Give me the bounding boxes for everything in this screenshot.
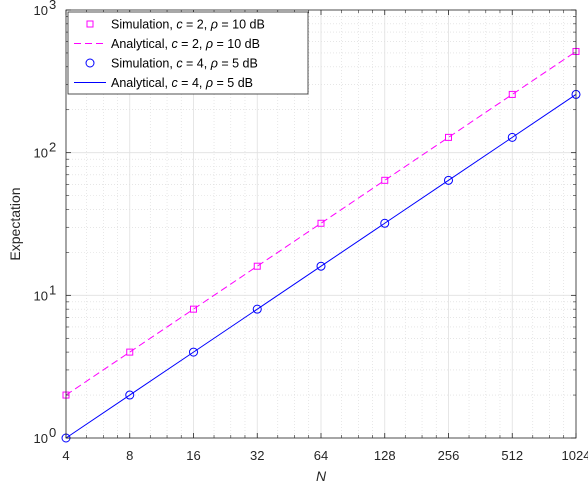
y-tick-label: 10 [34,288,48,303]
legend-text-mid: = 4, [183,57,211,71]
y-tick-base: 10 [34,288,48,303]
series-0-point [445,133,452,141]
x-axis-label: N [316,468,327,484]
legend-text-mid: = 2, [183,18,211,32]
x-tick-label: 1024 [562,448,588,463]
series-2-point [189,347,198,357]
legend-entry-2: Simulation, c = 4, ρ = 5 dB [111,57,258,71]
legend-box [67,11,309,95]
legend-text-var1: c [176,57,183,71]
series-0-point [317,219,325,227]
legend: Simulation, c = 2, ρ = 10 dBAnalytical, … [67,11,309,95]
legend-text-mid: = 4, [178,76,206,90]
x-tick-label: 16 [186,448,200,463]
y-tick-label: 10 [34,146,48,161]
series-2-point [507,132,517,142]
series-0-point [190,305,197,313]
legend-text-suffix: = 10 dB [218,18,265,32]
x-tick-labels: 4 8 16 32 64 128 256 512 1024 [62,448,588,463]
y-tick-exponent: 1 [49,282,56,297]
series-layer [61,47,581,443]
series-0-point [508,90,516,98]
legend-entry-0: Simulation, c = 2, ρ = 10 dB [111,18,265,32]
series-2-point [125,390,135,400]
x-tick-label: 64 [314,448,328,463]
series-2-point [252,304,262,314]
y-tick-base: 10 [34,146,48,161]
legend-text-suffix: = 5 dB [213,76,253,90]
legend-text-prefix: Analytical, [111,76,171,90]
legend-entry-3: Analytical, c = 4, ρ = 5 dB [111,76,253,90]
series-2-point [380,218,390,228]
legend-text-var2: ρ [210,57,218,71]
legend-text-var2: ρ [210,18,218,32]
x-tick-label: 4 [62,448,69,463]
y-tick-label: 10 [34,3,48,18]
legend-text-var1: c [176,18,183,32]
legend-text-var2: ρ [205,37,213,51]
y-tick-base: 10 [34,431,48,446]
legend-text-mid: = 2, [178,37,206,51]
x-tick-label: 512 [501,448,523,463]
x-tick-label: 128 [374,448,396,463]
legend-marker-2 [85,58,95,68]
legend-text-var2: ρ [205,76,213,90]
legend-text-var1: c [171,37,178,51]
series-3-line [65,94,577,439]
series-0-point [253,262,261,270]
y-tick-exponent: 2 [49,140,56,155]
legend-text-var1: c [171,76,178,90]
legend-text-suffix: = 5 dB [218,57,258,71]
y-tick-exponent: 0 [49,425,56,440]
legend-entry-1: Analytical, c = 2, ρ = 10 dB [111,37,260,51]
series-2-point [316,261,326,271]
axis-ticks [65,9,577,439]
y-tick-base: 10 [34,3,48,18]
y-tick-label: 10 [34,431,48,446]
legend-text-prefix: Simulation, [111,57,176,71]
series-1-line [65,51,577,396]
legend-text-prefix: Simulation, [111,18,176,32]
series-0-point [381,176,389,184]
series-0-point [126,348,134,356]
series-2-point [444,175,453,185]
y-tick-exponent: 3 [49,0,56,12]
legend-text-prefix: Analytical, [111,37,171,51]
x-tick-label: 8 [126,448,133,463]
x-tick-label: 256 [438,448,460,463]
legend-text-suffix: = 10 dB [213,37,260,51]
x-tick-label: 32 [250,448,264,463]
legend-marker-0 [86,20,94,28]
y-axis-label: Expectation [7,187,23,260]
